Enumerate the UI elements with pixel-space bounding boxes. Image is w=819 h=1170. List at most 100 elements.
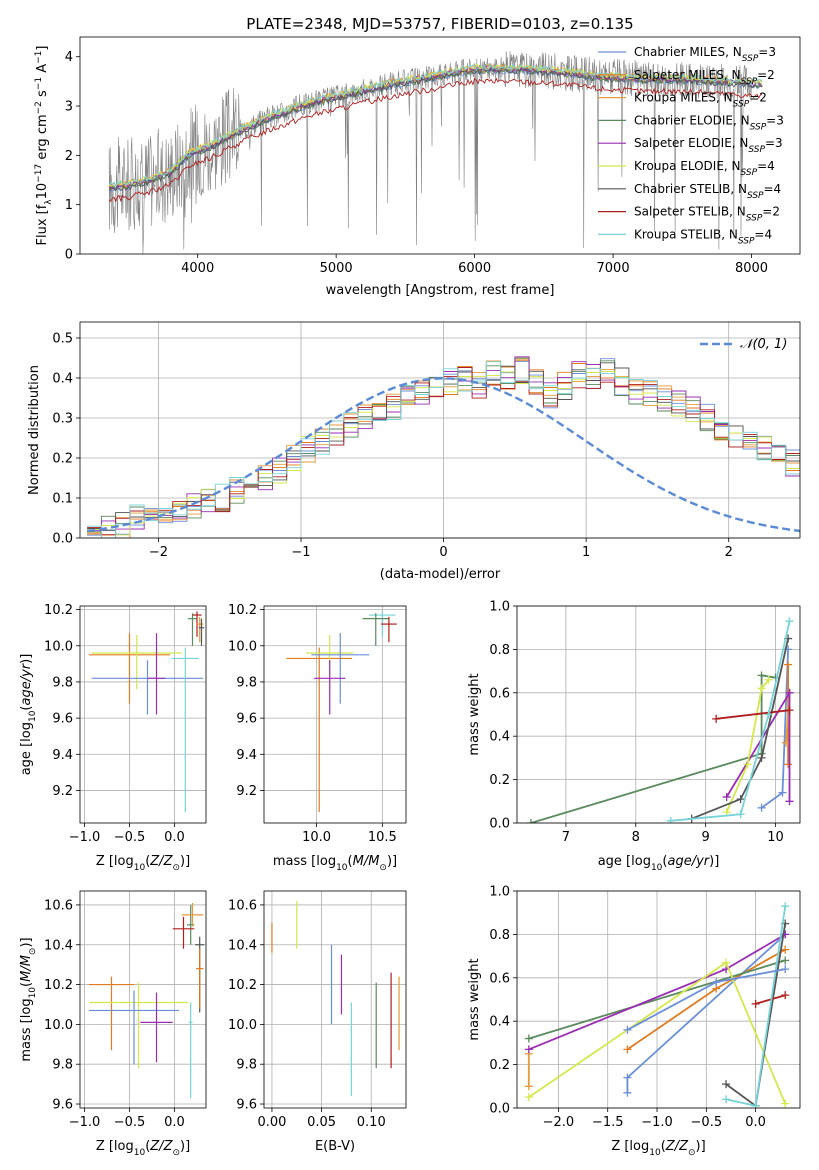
y-tick-label: 1.0 [489,600,510,615]
mass-weight-line [528,959,786,1040]
label-part: =2 [762,205,780,219]
mass-weight-marker [784,760,793,769]
x-tick-label: −1.0 [69,830,101,845]
y-tick-label: 1 [65,198,73,213]
plot-area [526,617,794,823]
mass-weight-marker [781,1099,790,1108]
label-part: )] [19,937,34,947]
mass-weight-marker [781,956,790,965]
label-part: mass [log [19,998,34,1061]
x-tick-label: −0.5 [114,1115,146,1130]
x-tick-label: −1.5 [592,1115,624,1130]
y-tick-label: 3 [65,100,73,115]
x-tick-label: 10.0 [302,830,331,845]
label-part: ⊙ [379,863,387,873]
x-tick-label: −1.0 [69,1115,101,1130]
x-tick-label: −2 [149,545,168,560]
label-part: =3 [765,136,783,150]
y-tick-label: 10.6 [228,898,257,913]
x-tick-label: 0.0 [164,1115,185,1130]
mass-weight-line [725,679,770,813]
mass-weight-marker [781,902,790,911]
y-tick-label: 9.8 [236,675,257,690]
axes-frame [79,36,801,255]
label-part: 10 [336,863,348,873]
mass-weight-marker [757,753,766,762]
label-part: ( [19,706,34,711]
y-axis-label: mass weight [467,673,482,755]
mass-weight-marker [785,706,794,715]
label-part: Z/Z [665,1139,689,1154]
label-part: M/M [353,854,380,869]
axes-frame [263,890,407,1109]
plot-area [89,902,205,1099]
label-part: age [log [598,854,651,869]
x-tick-label: 4000 [181,261,214,276]
label-part: λ [44,199,54,205]
y-tick-label: 0.8 [489,928,510,943]
mass-weight-marker [623,1073,632,1082]
x-tick-label: 2 [725,545,733,560]
mass-weight-marker [722,792,731,801]
label-part: Kroupa ELODIE, N [634,159,741,173]
label-part: Kroupa MILES, N [634,91,733,105]
mass-weight-marker [757,803,766,812]
histogram-step [87,358,800,538]
x-axis-label: age [log10(age/yr)] [598,854,720,873]
label-part: −2 [34,101,44,114]
x-axis-label: Z [log10(Z/Z⊙)] [96,1139,190,1158]
label-part: SSP [733,100,750,110]
legend-label: 𝒩(0, 1) [740,337,787,352]
mass-weight-marker [623,1045,632,1054]
y-tick-label: 0.4 [52,372,73,387]
legend-label: Kroupa STELIB, NSSP=4 [634,227,772,246]
mass-weight-marker [751,999,760,1008]
axes-frame [79,605,207,824]
label-part: 10 [649,1148,661,1158]
x-axis-label: Z [log10(Z/Z⊙)] [611,1139,705,1158]
y-tick-label: 9.4 [52,748,73,763]
figure-title: PLATE=2348, MJD=53757, FIBERID=0103, z=0… [246,15,633,33]
y-tick-label: 2 [65,149,73,164]
panels: 4000 5000 6000 7000 8000 0 1 2 3 4 wavelength [Ang… [19,36,801,1158]
mass-weight-marker [781,945,790,954]
label-part: =3 [766,113,784,127]
y-tick-label: 0.8 [489,643,510,658]
label-part: Kroupa STELIB, N [634,227,738,241]
label-part: =4 [764,182,782,196]
y-tick-label: 9.6 [236,712,257,727]
label-part: ( [662,854,667,869]
mass-weight-line [530,674,776,823]
x-tick-label: −0.5 [691,1115,723,1130]
histogram-step [87,361,800,538]
chart-residual-histogram: −2 −1 0 1 2 0.0 0.1 0.2 0.3 0.4 0.5 (data-model)/er… [27,321,801,582]
label-part: 10 [28,710,38,722]
legend-label: Kroupa MILES, NSSP=2 [634,91,767,110]
x-tick-label: 6000 [458,261,491,276]
y-tick-label: 10.0 [44,1018,73,1033]
label-part: =2 [749,91,767,105]
chart-massweight-vs-Z: −2.0 −1.5 −1.0 −0.5 0.0 0.0 0.2 0.4 0.6 0.8 1.0 Z [… [467,885,801,1158]
y-tick-label: 9.8 [52,675,73,690]
mass-weight-marker [736,810,745,819]
mass-weight-marker [743,760,752,769]
label-part: ⊙ [172,863,180,873]
label-part: =2 [757,68,775,82]
y-tick-label: 10.2 [44,603,73,618]
mass-weight-marker [722,1080,731,1089]
y-tick-label: 9.8 [236,1058,257,1073]
mass-weight-marker [785,688,794,697]
label-part: ( [19,982,34,987]
label-part: SSP [741,168,758,178]
x-axis-label: Z [log10(Z/Z⊙)] [96,854,190,873]
legend-label: Salpeter MILES, NSSP=2 [634,68,775,87]
label-part: ( [145,1139,150,1154]
label-part: Z/Z [149,854,173,869]
mass-weight-marker [524,1093,533,1102]
mass-weight-marker [785,617,794,626]
plot-area [286,611,397,813]
histogram-step [87,371,800,536]
label-part: =4 [757,159,775,173]
mass-weight-line [670,621,791,822]
plot-area [89,611,205,813]
